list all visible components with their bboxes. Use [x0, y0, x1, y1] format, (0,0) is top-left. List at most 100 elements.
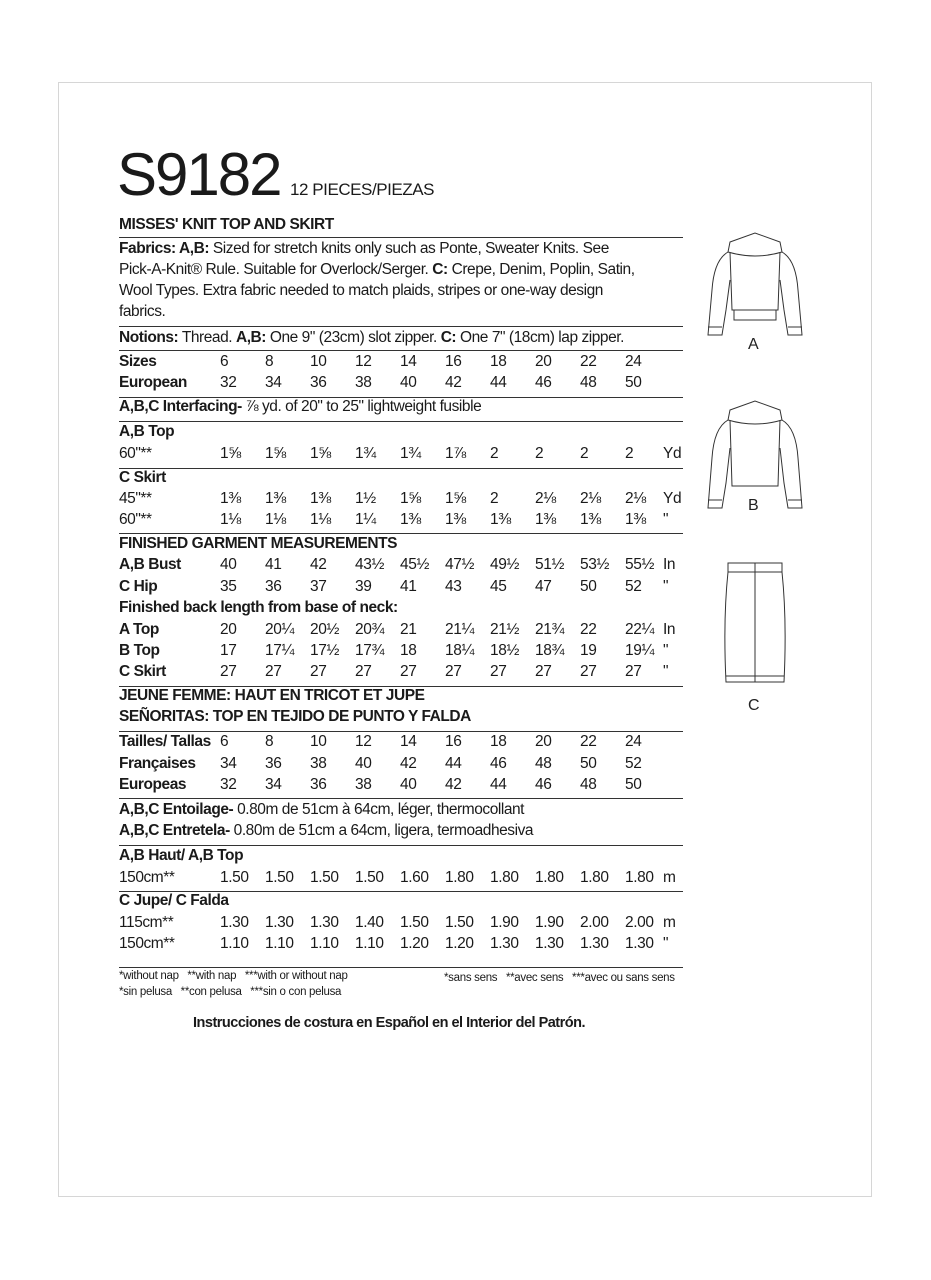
row-value: 1⅞: [445, 445, 466, 462]
row-value: 6: [220, 733, 229, 750]
row-unit: Yd: [663, 445, 682, 462]
text-segment: A,B,C Entretela-: [119, 822, 230, 839]
row-value: 38: [355, 374, 372, 391]
row-value: 1.30: [310, 914, 339, 931]
row-value: 1.20: [445, 935, 474, 952]
pattern-number: S9182: [117, 141, 282, 208]
row-value: 1⅝: [310, 445, 331, 462]
row-value: 34: [265, 776, 282, 793]
row-value: 2: [535, 445, 544, 462]
text-segment: A,B,C Interfacing-: [119, 398, 242, 415]
row-value: 16: [445, 733, 462, 750]
row-label: 60"**: [119, 511, 152, 528]
row-value: 17: [220, 642, 237, 659]
row-value: 22: [580, 353, 597, 370]
row-value: 45½: [400, 556, 429, 573]
row-value: 1.90: [535, 914, 564, 931]
divider: [119, 326, 683, 327]
view-label-b: B: [748, 497, 759, 514]
row-value: 48: [580, 374, 597, 391]
row-value: 42: [445, 374, 462, 391]
row-value: 1.10: [355, 935, 384, 952]
row-value: 1.30: [220, 914, 249, 931]
fabrics-line: fabrics.: [119, 303, 166, 321]
row-value: 1.50: [265, 869, 294, 886]
row-label: 150cm**: [119, 935, 175, 952]
row-label: European: [119, 374, 187, 391]
row-value: 2.00: [625, 914, 654, 931]
row-label: 150cm**: [119, 869, 175, 886]
row-value: 27: [445, 663, 462, 680]
text-segment: 0.80m de 51cm à 64cm, léger, thermocolla…: [233, 801, 525, 818]
row-value: 42: [445, 776, 462, 793]
row-value: 27: [310, 663, 327, 680]
row-value: 50: [625, 374, 642, 391]
row-value: 1.90: [490, 914, 519, 931]
row-value: 39: [355, 578, 372, 595]
row-value: 1⅜: [310, 490, 331, 507]
row-value: 20: [535, 353, 552, 370]
entretela: A,B,C Entretela- 0.80m de 51cm a 64cm, l…: [119, 822, 534, 840]
row-value: 2: [625, 445, 634, 462]
row-value: 52: [625, 755, 642, 772]
row-value: 27: [580, 663, 597, 680]
fabrics-line: Fabrics: A,B: Sized for stretch knits on…: [119, 240, 609, 258]
row-value: 47: [535, 578, 552, 595]
row-value: 41: [265, 556, 282, 573]
top-with-band-drawing: [707, 232, 803, 336]
text-segment: Crepe, Denim, Poplin, Satin,: [447, 261, 635, 278]
row-value: 27: [490, 663, 507, 680]
fabrics-line: Pick-A-Knit® Rule. Suitable for Overlock…: [119, 261, 635, 279]
row-value: 36: [265, 755, 282, 772]
row-value: 2⅛: [580, 490, 601, 507]
view-label-a: A: [748, 336, 759, 353]
text-segment: fabrics.: [119, 303, 166, 320]
row-value: 16: [445, 353, 462, 370]
text-segment: A,B:: [235, 329, 267, 346]
row-value: 1¾: [400, 445, 421, 462]
row-unit: Yd: [663, 490, 682, 507]
divider: [119, 350, 683, 351]
row-value: 51½: [535, 556, 564, 573]
row-value: 20: [535, 733, 552, 750]
text-segment: Thread.: [178, 329, 236, 346]
row-value: 27: [355, 663, 372, 680]
row-value: 36: [310, 776, 327, 793]
view-label-c: C: [748, 697, 760, 714]
row-value: 37: [310, 578, 327, 595]
row-unit: In: [663, 556, 676, 573]
text-segment: C:: [432, 261, 448, 278]
row-label: B Top: [119, 642, 160, 659]
row-value: 1.30: [265, 914, 294, 931]
row-label: C Hip: [119, 578, 158, 595]
row-label: A Top: [119, 621, 159, 638]
row-value: 8: [265, 353, 274, 370]
row-value: 1.50: [400, 914, 429, 931]
row-value: 2: [580, 445, 589, 462]
row-value: 1⅛: [310, 511, 331, 528]
row-value: 1.80: [535, 869, 564, 886]
text-segment: A,B,C Entoilage-: [119, 801, 234, 818]
row-value: 44: [490, 374, 507, 391]
row-unit: ": [663, 935, 669, 952]
row-unit: m: [663, 914, 676, 931]
row-value: 1⅜: [220, 490, 241, 507]
row-value: 1.10: [265, 935, 294, 952]
divider: [119, 686, 683, 687]
row-value: 2: [490, 490, 499, 507]
row-value: 1⅝: [265, 445, 286, 462]
row-value: 44: [445, 755, 462, 772]
row-value: 1⅝: [445, 490, 466, 507]
divider: [119, 891, 683, 892]
row-label: A,B Bust: [119, 556, 181, 573]
row-value: 42: [310, 556, 327, 573]
divider: [119, 421, 683, 422]
row-value: 45: [490, 578, 507, 595]
row-value: 2⅛: [625, 490, 646, 507]
row-value: 10: [310, 733, 327, 750]
row-value: 1⅛: [220, 511, 241, 528]
row-value: 40: [400, 374, 417, 391]
row-value: 6: [220, 353, 229, 370]
row-value: 36: [265, 578, 282, 595]
row-label: SEÑORITAS: TOP EN TEJIDO DE PUNTO Y FALD…: [119, 708, 471, 725]
